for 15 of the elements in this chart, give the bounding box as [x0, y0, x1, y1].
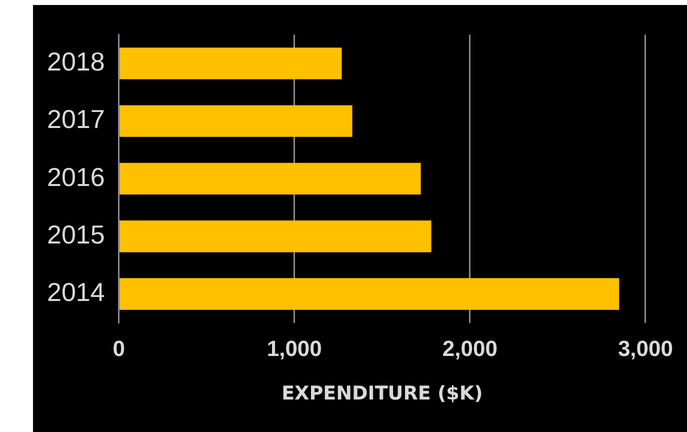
y-tick-label: 2015 — [46, 220, 105, 250]
bar — [120, 278, 620, 310]
x-tick-label: 1,000 — [266, 336, 322, 362]
bar — [120, 48, 342, 80]
y-tick-label: 2017 — [46, 104, 105, 134]
bar — [120, 162, 421, 195]
y-tick-label: 2018 — [46, 46, 105, 77]
x-axis-title: EXPENDITURE ($K) — [282, 382, 483, 405]
y-tick-label: 2014 — [46, 277, 105, 308]
bar — [120, 220, 432, 252]
x-tick-label: 0 — [112, 336, 125, 362]
x-tick-label: 3,000 — [618, 336, 674, 362]
bar — [120, 105, 352, 137]
y-tick-label: 2016 — [46, 162, 105, 192]
x-tick-label: 2,000 — [442, 336, 498, 362]
